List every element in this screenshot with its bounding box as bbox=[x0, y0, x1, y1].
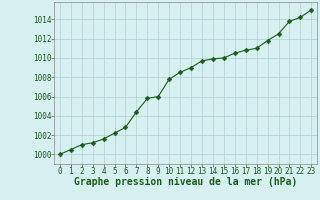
X-axis label: Graphe pression niveau de la mer (hPa): Graphe pression niveau de la mer (hPa) bbox=[74, 177, 297, 187]
